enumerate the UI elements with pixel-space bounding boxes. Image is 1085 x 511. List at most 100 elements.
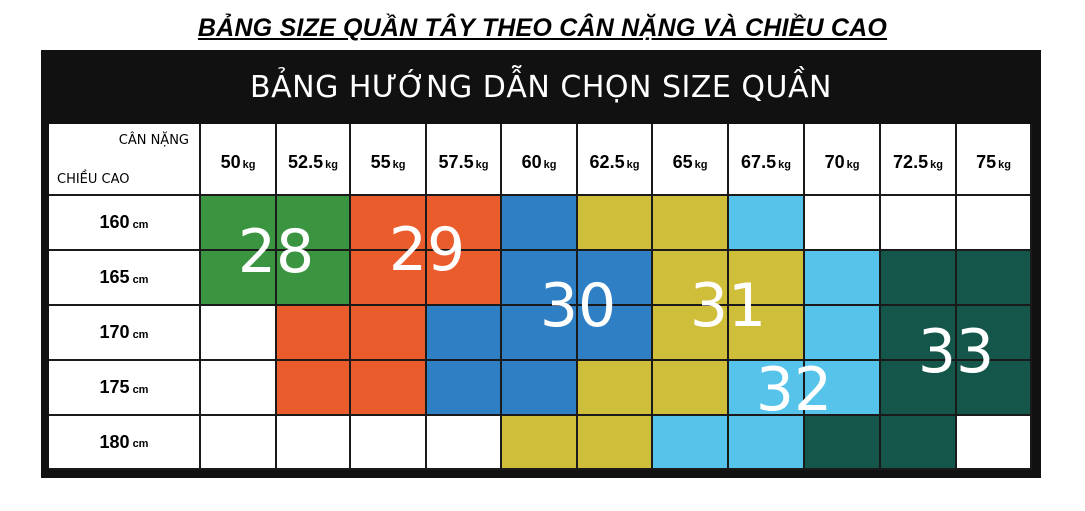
weight-header-cell: 75 kg xyxy=(957,124,1030,194)
size-cell xyxy=(502,416,576,468)
size-cell xyxy=(881,306,955,359)
size-cell xyxy=(427,416,500,468)
weight-header-cell: 50 kg xyxy=(201,124,275,194)
size-cell xyxy=(277,361,349,414)
size-cell xyxy=(881,416,955,468)
size-cell xyxy=(653,251,727,304)
size-cell xyxy=(957,306,1030,359)
size-cell xyxy=(578,306,651,359)
weight-header-value: 52.5 xyxy=(288,151,324,172)
size-cell xyxy=(427,361,500,414)
weight-header-value: 67.5 xyxy=(741,151,777,172)
size-cell xyxy=(729,306,803,359)
weight-header-cell: 62.5 kg xyxy=(578,124,651,194)
weight-header-value: 62.5 xyxy=(589,151,625,172)
height-header-value: 175 xyxy=(99,377,130,397)
size-cell xyxy=(578,196,651,249)
size-33-label: 33 xyxy=(917,317,995,387)
weight-header-value: 65 xyxy=(672,151,693,172)
weight-header-unit: kg xyxy=(392,159,406,171)
size-cell xyxy=(881,361,955,414)
size-cell xyxy=(805,251,879,304)
size-cell xyxy=(427,251,500,304)
weight-header-value: 55 xyxy=(370,151,391,172)
size-29-label: 29 xyxy=(388,215,466,285)
size-cell xyxy=(277,416,349,468)
size-cell xyxy=(277,196,349,249)
size-cell xyxy=(805,306,879,359)
weight-header-value: 57.5 xyxy=(438,151,474,172)
size-cell xyxy=(653,196,727,249)
weight-header-cell: 55 kg xyxy=(351,124,425,194)
size-cell xyxy=(653,416,727,468)
weight-header-unit: kg xyxy=(242,159,256,171)
size-cell xyxy=(729,416,803,468)
weight-header-unit: kg xyxy=(930,159,943,171)
height-header-unit: cm xyxy=(132,328,149,341)
weight-header-value: 75 xyxy=(976,151,997,172)
size-cell xyxy=(351,361,425,414)
weight-header-unit: kg xyxy=(543,159,557,171)
size-cell xyxy=(881,251,955,304)
height-header-cell: 160 cm xyxy=(49,196,199,249)
size-cell xyxy=(277,251,349,304)
size-cell xyxy=(578,416,651,468)
size-cell xyxy=(351,306,425,359)
height-header-cell: 175 cm xyxy=(49,361,199,414)
weight-header-cell: 52.5 kg xyxy=(277,124,349,194)
weight-header-unit: kg xyxy=(846,159,860,171)
height-header-unit: cm xyxy=(132,383,149,396)
weight-header-cell: 70 kg xyxy=(805,124,879,194)
size-cell xyxy=(957,416,1030,468)
size-cell xyxy=(277,306,349,359)
weight-axis-label: CÂN NẶNG xyxy=(118,133,189,148)
size-31-label: 31 xyxy=(689,271,767,341)
size-cell xyxy=(653,306,727,359)
size-cell xyxy=(502,196,576,249)
size-cell xyxy=(805,416,879,468)
size-cell xyxy=(201,416,275,468)
weight-header-cell: 57.5 kg xyxy=(427,124,500,194)
weight-header-value: 60 xyxy=(521,151,542,172)
height-header-value: 160 xyxy=(99,212,130,232)
size-cell xyxy=(729,251,803,304)
height-header-cell: 165 cm xyxy=(49,251,199,304)
height-header-value: 165 xyxy=(99,267,130,287)
size-28-label: 28 xyxy=(237,217,315,287)
height-header-unit: cm xyxy=(132,273,149,286)
weight-header-cell: 67.5 kg xyxy=(729,124,803,194)
size-cell xyxy=(578,251,651,304)
size-cell xyxy=(957,361,1030,414)
weight-header-unit: kg xyxy=(998,159,1011,171)
weight-header-unit: kg xyxy=(475,159,489,171)
size-30-label: 30 xyxy=(539,271,617,341)
corner-header-cell: CÂN NẶNG CHIỀU CAO xyxy=(49,124,199,194)
size-cell xyxy=(502,306,576,359)
height-header-value: 170 xyxy=(99,322,130,342)
size-chart-grid: CÂN NẶNG CHIỀU CAO 50 kg 52.5 kg 55 kg 57.5 kg 6… xyxy=(49,124,1032,470)
size-cell xyxy=(957,196,1030,249)
chart-banner: BẢNG HƯỚNG DẪN CHỌN SIZE QUẦN xyxy=(250,69,832,105)
size-32-label: 32 xyxy=(755,355,833,425)
height-header-value: 180 xyxy=(99,431,130,452)
size-cell xyxy=(201,361,275,414)
size-cell xyxy=(653,361,727,414)
height-header-cell: 170 cm xyxy=(49,306,199,359)
size-cell xyxy=(351,416,425,468)
size-cell xyxy=(351,196,425,249)
weight-header-unit: kg xyxy=(325,159,338,171)
size-cell xyxy=(957,251,1030,304)
weight-header-value: 70 xyxy=(824,151,845,172)
weight-header-cell: 72.5 kg xyxy=(881,124,955,194)
size-cell xyxy=(502,251,576,304)
weight-header-unit: kg xyxy=(778,159,791,171)
size-cell xyxy=(427,306,500,359)
page-title: BẢNG SIZE QUẦN TÂY THEO CÂN NẶNG VÀ CHIỀ… xyxy=(197,14,888,42)
height-axis-label: CHIỀU CAO xyxy=(57,172,130,187)
size-cell xyxy=(427,196,500,249)
size-cell xyxy=(351,251,425,304)
weight-header-cell: 65 kg xyxy=(653,124,727,194)
size-cell xyxy=(578,361,651,414)
weight-header-value: 72.5 xyxy=(893,151,929,172)
size-cell xyxy=(805,196,879,249)
